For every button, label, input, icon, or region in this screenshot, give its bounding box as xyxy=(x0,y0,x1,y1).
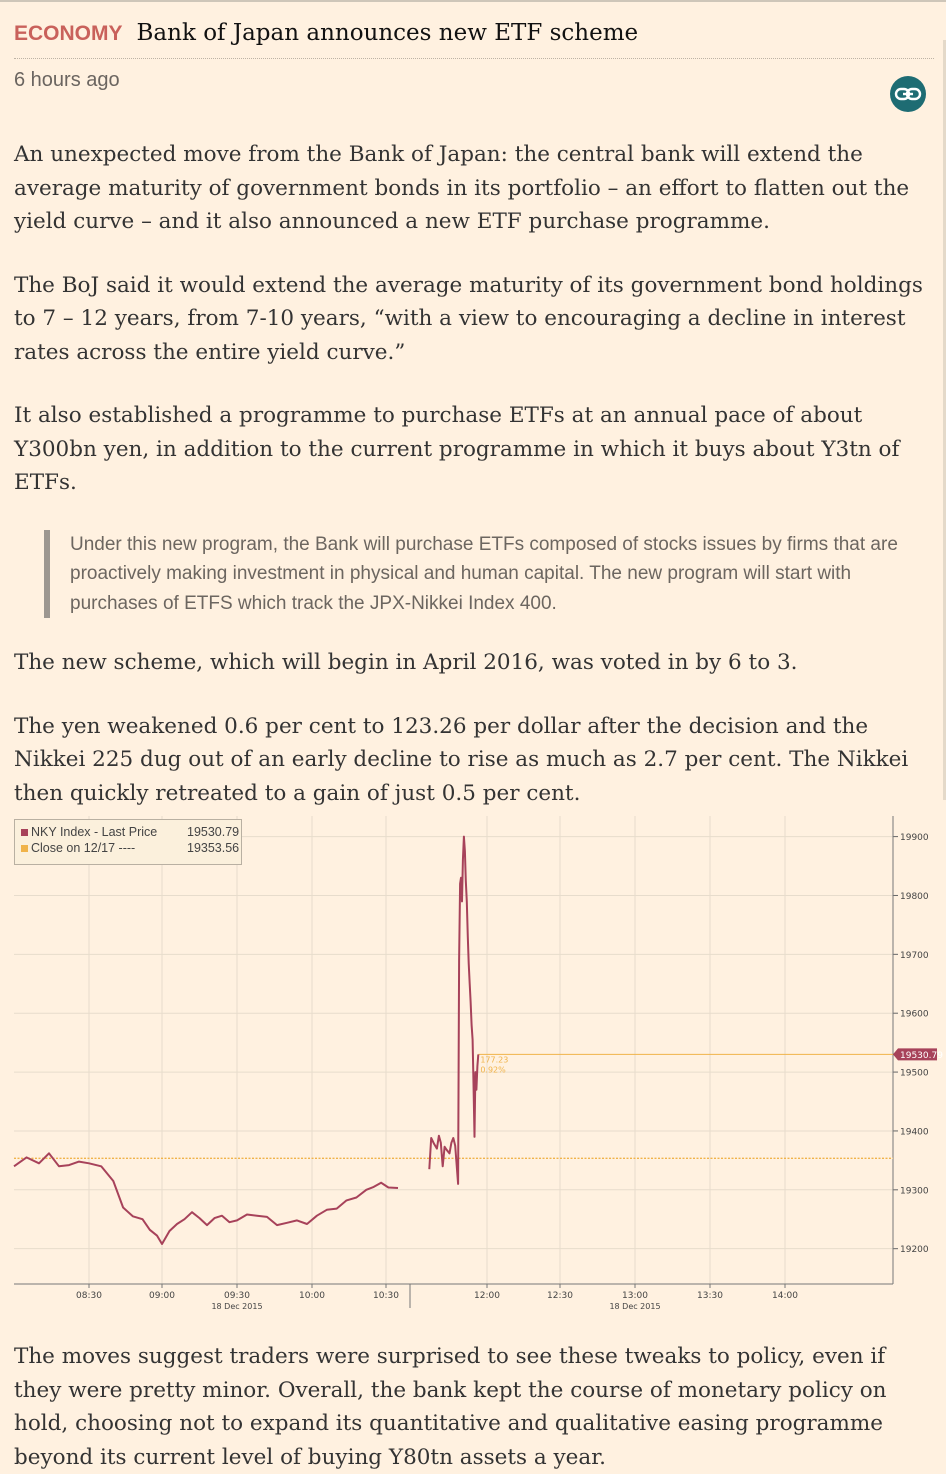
x-tick-label: 12:30 xyxy=(547,1291,573,1301)
paragraph: The new scheme, which will begin in Apri… xyxy=(14,650,798,675)
legend-entry-close: Close on 12/17 ---- 19353.56 xyxy=(21,841,239,856)
paragraph: The yen weakened 0.6 per cent to 123.26 … xyxy=(14,713,909,806)
x-date-label: 18 Dec 2015 xyxy=(211,1302,262,1311)
x-tick-label: 13:00 xyxy=(622,1291,648,1301)
article-continued: The moves suggest traders were surprised… xyxy=(14,1340,938,1474)
headline: Bank of Japan announces new ETF scheme xyxy=(136,20,639,46)
article-body: An unexpected move from the Bank of Japa… xyxy=(14,138,938,840)
change-label: 177.23 xyxy=(480,1055,508,1064)
legend-value-close: 19353.56 xyxy=(187,841,240,855)
y-tick-label: 19300 xyxy=(900,1186,929,1196)
legend-swatch-close xyxy=(21,845,28,853)
y-tick-label: 19600 xyxy=(900,1010,929,1020)
paragraph: The BoJ said it would extend the average… xyxy=(14,272,923,365)
x-tick-label: 13:30 xyxy=(697,1291,723,1301)
scrollbar[interactable] xyxy=(943,40,946,800)
x-tick-label: 14:00 xyxy=(772,1291,798,1301)
y-tick-label: 19500 xyxy=(900,1069,929,1079)
x-tick-label: 12:00 xyxy=(474,1291,500,1301)
legend-value-price: 19530.79 xyxy=(187,825,240,839)
nikkei-chart: 19200 19300 19400 19500 19600 19700 19800 19900… xyxy=(0,806,946,1318)
x-tick-label: 10:30 xyxy=(373,1291,399,1301)
x-tick-label: 09:00 xyxy=(149,1291,175,1301)
change-pct-label: 0.92% xyxy=(480,1065,506,1074)
x-tick-label: 10:00 xyxy=(299,1291,325,1301)
paragraph: An unexpected move from the Bank of Japa… xyxy=(14,142,910,234)
paragraph: The moves suggest traders were surprised… xyxy=(14,1344,887,1470)
legend-entry-price: NKY Index - Last Price 19530.79 xyxy=(21,825,239,840)
x-tick-label: 08:30 xyxy=(76,1291,102,1301)
y-tick-label: 19800 xyxy=(900,892,929,902)
legend-swatch-price xyxy=(21,829,28,837)
legend-label-close: Close on 12/17 ---- xyxy=(31,841,136,855)
block-quote: Under this new program, the Bank will pu… xyxy=(44,529,938,618)
link-icon xyxy=(894,87,922,101)
x-tick-label: 09:30 xyxy=(224,1291,250,1301)
chart-legend: NKY Index - Last Price 19530.79 Close on… xyxy=(14,819,242,865)
legend-label-price: NKY Index - Last Price xyxy=(31,825,158,839)
last-price-tag-label: 19530.79 xyxy=(900,1051,943,1061)
paragraph: It also established a programme to purch… xyxy=(14,403,900,495)
x-date-label: 18 Dec 2015 xyxy=(609,1302,660,1311)
last-price-tag xyxy=(893,1048,937,1061)
price-line xyxy=(428,835,480,1185)
y-tick-label: 19700 xyxy=(900,951,929,961)
y-tick-label: 19200 xyxy=(900,1245,929,1255)
top-border xyxy=(0,0,946,2)
post-header: ECONOMY Bank of Japan announces new ETF … xyxy=(14,12,934,59)
chart-svg: 19200 19300 19400 19500 19600 19700 19800 19900… xyxy=(13,816,943,1311)
y-tick-label: 19900 xyxy=(900,833,929,843)
y-tick-label: 19400 xyxy=(900,1127,929,1137)
price-line xyxy=(13,1152,399,1245)
timestamp: 6 hours ago xyxy=(14,69,120,91)
share-link-button[interactable] xyxy=(890,76,926,112)
section-tag[interactable]: ECONOMY xyxy=(14,22,123,45)
